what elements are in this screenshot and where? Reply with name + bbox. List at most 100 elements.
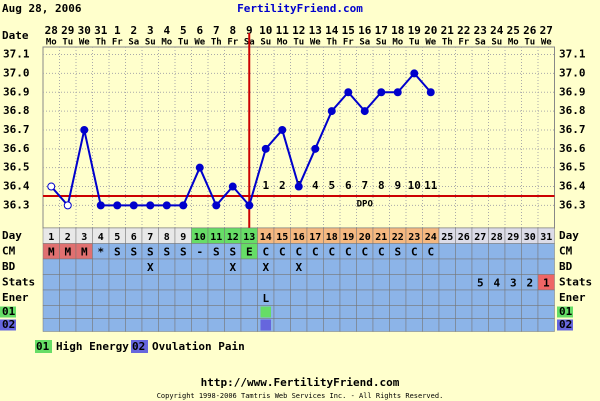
cell-text: 25: [441, 232, 453, 243]
cell: [504, 258, 522, 275]
cell: [356, 305, 374, 319]
weekday: Sa: [475, 38, 486, 48]
cell: [75, 258, 93, 275]
cell-text: E: [246, 245, 253, 258]
row-label-right: BD: [559, 260, 573, 273]
cell-text: 1: [543, 276, 550, 289]
cell-text: S: [229, 245, 236, 258]
cell: [339, 258, 357, 275]
cell: [339, 305, 357, 319]
cell: [273, 274, 291, 291]
row-label-right: 01: [559, 305, 573, 318]
cell: [240, 289, 258, 306]
weekday: Mo: [508, 38, 519, 48]
temp-point: [63, 201, 72, 210]
cell-text: 29: [507, 232, 519, 243]
cell: [273, 318, 291, 332]
cell: [504, 305, 522, 319]
weekday: Mo: [277, 38, 288, 48]
dpo-number: 4: [312, 179, 319, 192]
weekday: Th: [326, 38, 337, 48]
cell: [438, 274, 456, 291]
cell: [125, 274, 143, 291]
temp-point: [129, 201, 138, 210]
cell: [356, 318, 374, 332]
cell: [42, 289, 60, 306]
date: 5: [180, 24, 187, 37]
temp-point: [393, 88, 402, 97]
cell: [339, 274, 357, 291]
cell: [389, 318, 407, 332]
cell: [108, 274, 126, 291]
cell: [471, 305, 489, 319]
cell-text: 3: [81, 232, 87, 243]
cell: [422, 289, 440, 306]
y-tick-label-right: 36.8: [559, 104, 586, 117]
date: 26: [523, 24, 537, 37]
cell: [306, 258, 324, 275]
cell: [372, 289, 390, 306]
cell: [504, 243, 522, 260]
weekday: Th: [211, 38, 222, 48]
weekday: Su: [260, 38, 271, 48]
cell: [224, 318, 242, 332]
cell: [158, 289, 176, 306]
temp-point: [162, 201, 171, 210]
cell-text: -: [196, 245, 203, 258]
date: 11: [276, 24, 290, 37]
cell-text: C: [279, 245, 286, 258]
weekday: Su: [376, 38, 387, 48]
cell: [141, 274, 159, 291]
date: 6: [196, 24, 203, 37]
temp-point: [327, 107, 336, 116]
cell: [92, 289, 110, 306]
cell: [438, 258, 456, 275]
y-tick-label: 37.0: [3, 66, 30, 79]
y-tick-label-right: 36.6: [559, 142, 586, 155]
cell: [471, 289, 489, 306]
cell: [125, 305, 143, 319]
cell: [273, 289, 291, 306]
cell: [240, 258, 258, 275]
temp-point: [80, 125, 89, 134]
row-label-right: Day: [559, 229, 579, 242]
cell: [405, 274, 423, 291]
cell: [108, 318, 126, 332]
cell: [174, 289, 192, 306]
cell: [141, 305, 159, 319]
cell-text: X: [147, 261, 154, 274]
cell: [240, 305, 258, 319]
dpo-number: 1: [262, 179, 269, 192]
cell: [108, 305, 126, 319]
cell: [207, 258, 225, 275]
row-label: 01: [2, 305, 16, 318]
cell: [141, 289, 159, 306]
cell: [455, 243, 473, 260]
cell-text: 24: [425, 232, 437, 243]
cell: [290, 274, 308, 291]
plot-area: [42, 46, 555, 229]
cell: [372, 274, 390, 291]
cell-text: 26: [458, 232, 470, 243]
date: 2: [130, 24, 137, 37]
cell-text: 15: [276, 232, 288, 243]
cell-text: C: [361, 245, 368, 258]
cell: [389, 258, 407, 275]
cell: [339, 318, 357, 332]
weekday: Mo: [392, 38, 403, 48]
cell-text: 21: [375, 232, 387, 243]
chart-title: FertilityFriend.com: [237, 2, 363, 15]
symptom-mark: [260, 319, 271, 331]
cell: [488, 318, 506, 332]
cell-text: X: [295, 261, 302, 274]
y-tick-label-right: 36.7: [559, 123, 586, 136]
cell: [191, 274, 209, 291]
cell-text: 17: [309, 232, 321, 243]
cell-text: S: [114, 245, 121, 258]
cell-text: 19: [342, 232, 354, 243]
copyright: Copyright 1998-2006 Tamtris Web Services…: [157, 392, 444, 400]
cell: [471, 318, 489, 332]
cell-text: S: [147, 245, 154, 258]
